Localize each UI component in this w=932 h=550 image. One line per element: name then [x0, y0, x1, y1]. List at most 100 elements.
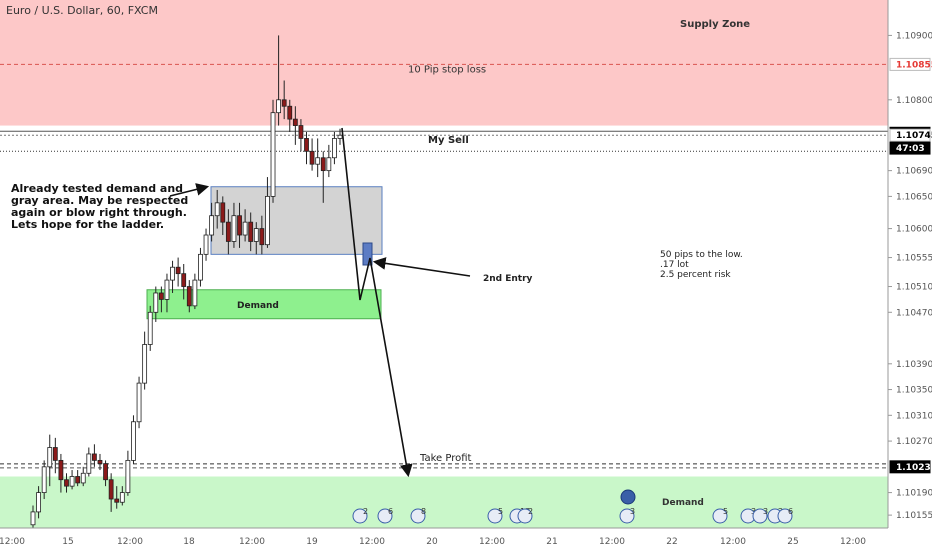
supply-zone-label: Supply Zone	[680, 19, 750, 30]
candle-body	[214, 202, 220, 217]
candle-body	[64, 479, 69, 487]
stop-loss-label: 10 Pip stop loss	[408, 64, 486, 75]
candle-body	[92, 453, 97, 461]
candle-body	[103, 463, 108, 481]
candle-body	[80, 472, 86, 484]
candle-body	[186, 286, 192, 307]
economic-event-count: 3	[630, 507, 635, 516]
price-tick-label: 1.10650	[896, 192, 932, 202]
time-tick-label: 25	[787, 537, 798, 547]
economic-event-icon	[712, 508, 728, 524]
candle-body	[52, 447, 58, 461]
economic-event-count: 3	[763, 507, 768, 516]
candle-body	[225, 221, 231, 242]
candle-body	[304, 138, 309, 152]
price-tick-label: 1.10800	[896, 96, 932, 106]
candle-body	[58, 459, 64, 481]
price-tick-label: 1.10555	[896, 254, 932, 264]
price-tick-label: 1.10690	[896, 167, 932, 177]
economic-event-count: 6	[388, 507, 393, 516]
economic-event-count: 2	[363, 507, 368, 516]
time-tick-label: 12:00	[359, 537, 385, 547]
candle-body	[320, 157, 326, 172]
my-sell-label: My Sell	[428, 135, 469, 146]
candles-layer	[30, 35, 343, 532]
demand-zone-mid	[146, 289, 382, 320]
candle-body	[281, 99, 287, 107]
candle-body	[69, 476, 75, 487]
candle-body	[41, 466, 47, 493]
economic-event-icon	[377, 508, 393, 524]
candle-body	[131, 421, 136, 461]
economic-event-count: 2	[528, 507, 533, 516]
note-arrow	[169, 183, 210, 197]
price-axis-bg	[888, 0, 932, 550]
time-tick-label: 12:00	[239, 537, 265, 547]
economic-event-count: 5	[498, 507, 503, 516]
demand-zone-mid-label: Demand	[237, 301, 279, 311]
candle-body	[175, 266, 181, 275]
price-tick-label: 1.10510	[896, 283, 932, 293]
economic-event-icon	[777, 508, 793, 524]
candle-body	[142, 344, 148, 384]
candle-body	[198, 253, 203, 281]
candle-body	[203, 234, 209, 255]
chart-symbol-title: Euro / U.S. Dollar, 60, FXCM	[6, 4, 158, 17]
price-tag	[889, 57, 931, 71]
candle-body	[36, 492, 41, 513]
economic-event-icon	[517, 508, 533, 524]
candle-body	[237, 215, 242, 236]
take-profit-label: Take Profit	[419, 453, 472, 464]
candle-body	[114, 498, 120, 503]
time-tick-label: 12:00	[117, 537, 143, 547]
time-tick-label: 18	[183, 537, 195, 547]
candle-body	[270, 112, 276, 197]
supply-zone	[0, 0, 888, 126]
economic-event-icon	[620, 489, 636, 505]
candle-body	[209, 215, 215, 236]
entry-marker	[362, 242, 373, 266]
price-tick-label: 1.10155	[896, 511, 932, 521]
candle-body	[287, 105, 293, 120]
candle-body	[309, 150, 315, 165]
candle-body	[108, 479, 114, 500]
candle-body	[86, 453, 92, 474]
time-tick-label: 19	[306, 537, 318, 547]
price-tick-label: 1.10900	[896, 31, 932, 41]
economic-event-count: 3	[751, 507, 756, 516]
economic-event-count: 8	[421, 507, 426, 516]
candle-body	[170, 266, 175, 281]
candle-body	[153, 292, 159, 313]
left-note-line: gray area. May be respected	[11, 194, 188, 207]
labels-layer: Supply Zone Demand Demand 10 Pip stop loss M…	[11, 19, 793, 524]
price-tag-label: 1.10745	[896, 131, 932, 141]
candle-body	[231, 215, 237, 242]
projection-arrow	[341, 127, 413, 478]
price-tick-label: 1.10600	[896, 225, 932, 235]
candle-body	[332, 138, 337, 159]
economic-event-icon	[410, 508, 426, 524]
candle-body	[276, 99, 282, 114]
price-tag	[889, 128, 931, 142]
time-tick-label: 12:00	[479, 537, 505, 547]
economic-event-icon	[487, 508, 503, 524]
time-tick-label: 12:00	[720, 537, 746, 547]
candle-body	[136, 382, 142, 423]
right-note-line: 50 pips to the low.	[660, 250, 743, 260]
candle-body	[158, 292, 164, 300]
price-tag-label: 47:03	[896, 144, 925, 154]
demand-zone-bottom	[0, 476, 888, 528]
time-tick-label: 12:00	[0, 537, 25, 547]
economic-event-icon	[619, 508, 635, 524]
right-note-line: 2.5 percent risk	[660, 270, 731, 280]
candle-body	[242, 221, 248, 236]
price-tick-label: 1.10350	[896, 386, 932, 396]
candle-body	[248, 221, 254, 242]
candle-body	[220, 202, 226, 223]
candle-body	[259, 228, 265, 246]
time-tick-label: 22	[666, 537, 677, 547]
economic-event-count: 5	[723, 507, 728, 516]
